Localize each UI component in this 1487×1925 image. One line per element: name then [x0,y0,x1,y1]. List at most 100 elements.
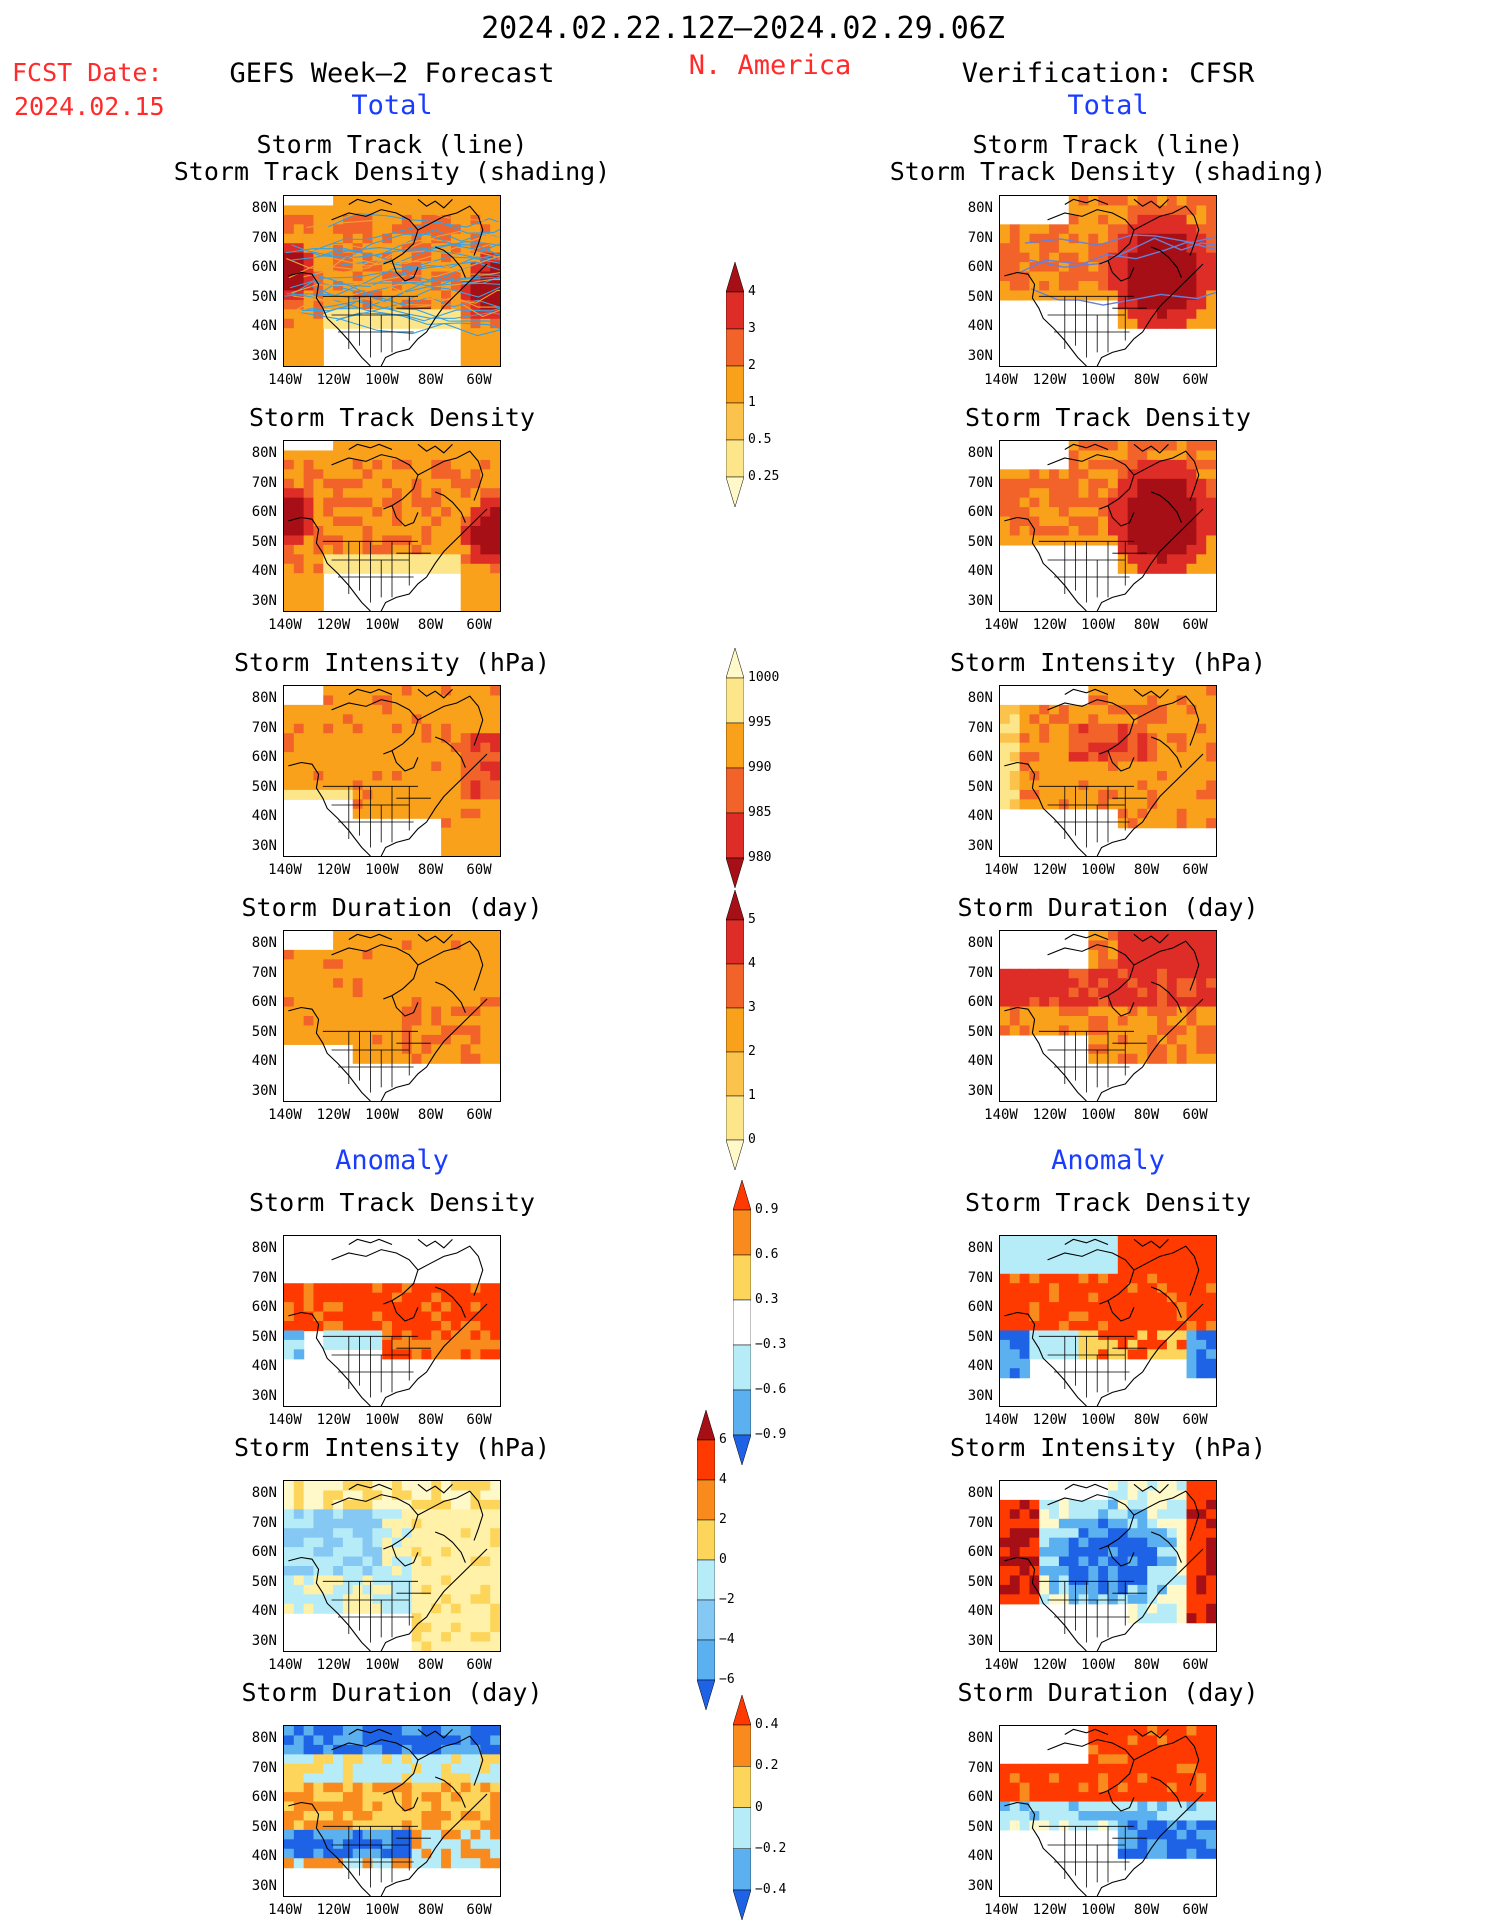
field-cell [1147,1848,1158,1859]
field-cell [1186,450,1197,461]
field-cell [1088,262,1099,273]
lon-label: 120W [316,1902,351,1918]
field-cell [362,1034,373,1045]
field-cell [1029,1330,1040,1341]
field-cell [1068,742,1080,753]
field-cell [1000,488,1011,499]
field-cell [421,214,432,225]
field-cell [1009,1584,1021,1595]
field-cell [1088,695,1099,706]
field-cell [470,196,481,207]
field-cell [1000,1349,1011,1360]
field-cell [1039,1006,1050,1017]
field-cell [480,1782,491,1793]
field-cell [293,1820,305,1831]
field-cell [1000,714,1011,725]
field-cell [1049,535,1060,546]
field-cell [470,205,481,216]
field-cell [1117,1339,1129,1350]
field-cell [490,771,500,782]
field-cell [323,1594,334,1605]
field-cell [460,1034,472,1045]
field-cell [293,1330,305,1341]
field-cell [1196,1773,1207,1784]
field-cell [1088,1792,1099,1803]
coastline [1064,1728,1109,1736]
field-cell [303,271,315,282]
field-cell [1166,818,1178,829]
field-cell [1206,526,1216,537]
field-cell [1049,488,1060,499]
field-cell [1049,1792,1060,1803]
storm-track-line [285,241,500,264]
field-cell [490,205,500,216]
field-cell [362,1744,373,1755]
field-cell [431,1349,442,1360]
field-cell [323,1518,334,1529]
field-cell [460,1773,472,1784]
field-cell [1078,497,1089,508]
field-cell [480,290,491,301]
field-cell [1166,1273,1178,1284]
field-cell [1009,478,1021,489]
coastline [1107,1300,1135,1322]
field-cell [372,1735,383,1746]
panel-title-cfsr-4-0: Storm Track Density [965,1188,1251,1217]
field-cell [1137,1339,1148,1350]
field-cell [1137,478,1148,489]
field-cell [480,1537,491,1548]
field-cell [1049,1321,1060,1332]
field-cell [382,733,393,744]
field-cell [1137,1245,1148,1256]
field-cell [333,271,344,282]
field-cell [431,1613,442,1624]
field-cell [1108,526,1119,537]
field-cell [1108,469,1119,480]
field-cell [293,573,305,584]
field-cell [362,1537,373,1548]
field-cell [382,1782,393,1793]
field-cell [1206,252,1216,263]
coastline [435,736,466,768]
field-cell [1068,1283,1080,1294]
field-cell [1137,704,1148,715]
field-cell [1049,723,1060,734]
field-cell [1000,224,1011,235]
field-cell [352,544,364,555]
field-cell [1127,1735,1139,1746]
field-cell [490,1537,500,1548]
lat-label: 40N [967,1848,993,1864]
colorbar-label: 1000 [748,670,780,685]
field-cell [1098,761,1109,772]
field-cell [1000,1763,1011,1774]
field-cell [1176,1302,1188,1313]
field-cell [1049,1236,1060,1247]
field-cell [401,554,413,565]
field-cell [303,1801,315,1812]
field-cell [1078,761,1089,772]
field-cell [1137,1499,1148,1510]
lat-label: 60N [967,994,993,1010]
field-cell [1137,742,1148,753]
field-cell [431,516,442,527]
field-cell [1009,704,1021,715]
field-cell [342,1518,354,1529]
field-cell [460,337,472,348]
field-cell [293,318,305,329]
field-cell [441,1034,452,1045]
field-cell [421,441,432,452]
field-cell [1117,1245,1129,1256]
field-cell [1186,949,1197,960]
field-cell [382,497,393,508]
field-cell [1078,469,1089,480]
colorbar-segment [726,1095,744,1141]
field-cell [441,1025,452,1036]
field-cell [470,281,481,292]
field-cell [303,563,315,574]
field-cell [303,1025,315,1036]
field-cell [1108,516,1119,527]
field-cell [490,940,500,951]
field-cell [1206,1811,1216,1822]
field-cell [1078,987,1089,998]
field-cell [490,1302,500,1313]
